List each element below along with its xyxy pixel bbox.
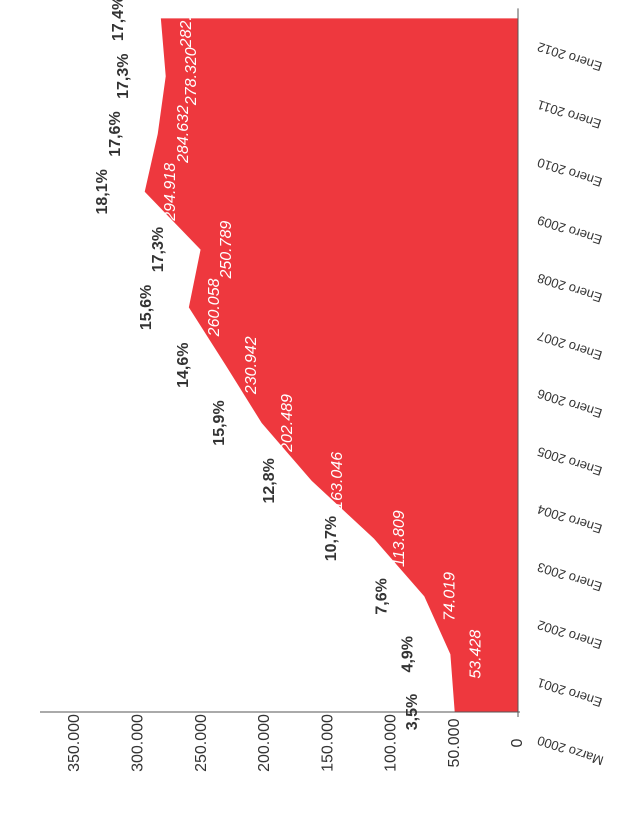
value-label: 294.918 bbox=[162, 163, 179, 222]
value-label: 53.428 bbox=[468, 630, 485, 679]
share-label: 17,4% bbox=[110, 0, 127, 41]
x-tick-label: Enero 2005 bbox=[535, 444, 604, 479]
value-label: 113.809 bbox=[391, 510, 408, 567]
value-label: 250.789 bbox=[218, 221, 235, 280]
share-label: 12,8% bbox=[261, 458, 278, 503]
x-tick-label: Enero 2012 bbox=[535, 39, 604, 74]
y-tick-label: 200.000 bbox=[256, 714, 273, 772]
y-tick-label: 150.000 bbox=[319, 714, 336, 772]
value-label: 282.178 bbox=[178, 0, 195, 48]
y-tick-label: 50.000 bbox=[446, 718, 463, 767]
share-label: 17,3% bbox=[115, 54, 132, 99]
y-tick-label: 100.000 bbox=[383, 714, 400, 772]
share-label: 14,6% bbox=[175, 343, 192, 388]
x-tick-label: Enero 2008 bbox=[535, 270, 604, 305]
x-tick-label: Marzo 2000 bbox=[535, 733, 605, 768]
share-label: 17,3% bbox=[150, 227, 167, 272]
value-label: 284.632 bbox=[175, 105, 192, 164]
x-tick-label: Enero 2002 bbox=[535, 617, 604, 652]
value-label: 163.046 bbox=[329, 452, 346, 510]
share-label: 10,7% bbox=[323, 516, 340, 561]
value-label: 74.019 bbox=[442, 572, 459, 621]
share-label: 17,6% bbox=[107, 111, 124, 156]
x-tick-label: Enero 2009 bbox=[535, 213, 604, 248]
y-tick-label: 250.000 bbox=[193, 714, 210, 772]
y-tick-label: 350.000 bbox=[66, 714, 83, 772]
value-label: 278.320 bbox=[183, 47, 200, 106]
y-tick-label: 0 bbox=[509, 738, 526, 747]
x-tick-label: Enero 2004 bbox=[535, 502, 604, 537]
x-tick-label: Enero 2007 bbox=[535, 328, 604, 363]
share-label: 4,9% bbox=[400, 636, 417, 672]
x-tick-label: Enero 2010 bbox=[535, 155, 604, 190]
share-label: 15,9% bbox=[211, 400, 228, 445]
value-label: 230.942 bbox=[243, 336, 260, 395]
value-label: 202.489 bbox=[279, 394, 296, 453]
value-label: 260.058 bbox=[206, 278, 223, 337]
share-label: 3,5% bbox=[404, 694, 421, 730]
x-tick-label: Enero 2006 bbox=[535, 386, 604, 421]
chart-frame: 0 50.000 100.000 150.000 200.000 250.000 300.0… bbox=[40, 0, 605, 772]
x-tick-label: Enero 2003 bbox=[535, 559, 604, 594]
y-tick-label: 300.000 bbox=[130, 714, 147, 772]
share-label: 18,1% bbox=[94, 169, 111, 214]
area bbox=[144, 18, 518, 712]
share-label: 7,6% bbox=[374, 578, 391, 614]
share-label: 15,6% bbox=[138, 285, 155, 330]
x-tick-label: Enero 2011 bbox=[535, 97, 603, 132]
x-tick-label: Enero 2001 bbox=[535, 675, 604, 710]
